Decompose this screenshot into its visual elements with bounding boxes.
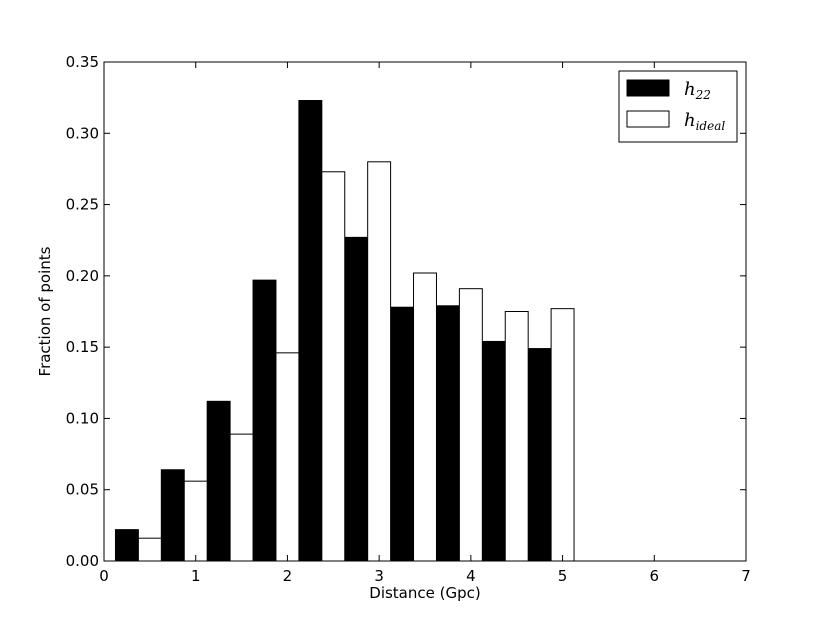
- bar-hideal-7: [458, 288, 483, 562]
- x-tick-label: 3: [374, 567, 384, 585]
- y-tick-label: 0.25: [66, 196, 99, 214]
- bar-hideal-1: [183, 480, 208, 562]
- bar-h22-5: [344, 236, 369, 562]
- bar-hideal-0: [137, 537, 162, 562]
- bar-h22-0: [114, 529, 139, 562]
- legend-label-h22: h22: [684, 79, 711, 102]
- ticks-layer: 0 1 2 3 4 5 6 7 0.00 0.05 0.10 0.15 0.20 0.25 0.30 0.35: [66, 53, 751, 585]
- x-tick-label: 0: [99, 567, 109, 585]
- x-tick-label: 4: [466, 567, 476, 585]
- y-axis-label: Fraction of points: [36, 246, 54, 376]
- bar-hideal-8: [504, 311, 529, 562]
- plot-frame: [103, 61, 747, 562]
- y-tick-label: 0.05: [66, 481, 99, 499]
- bar-hideal-6: [413, 272, 437, 562]
- y-tick-label: 0.15: [66, 338, 99, 356]
- y-tick-label: 0.35: [66, 53, 99, 71]
- bar-h22-8: [481, 340, 506, 562]
- x-tick-label: 1: [191, 567, 201, 585]
- bar-hideal-4: [321, 171, 346, 562]
- x-tick-label: 2: [283, 567, 293, 585]
- bar-h22-7: [435, 305, 460, 562]
- bar-h22-3: [252, 279, 277, 562]
- bar-hideal-9: [550, 308, 575, 562]
- legend-label-hideal: hideal: [684, 110, 725, 133]
- y-tick-label: 0.20: [66, 267, 99, 285]
- bar-h22-6: [390, 306, 415, 562]
- bar-hideal-5: [367, 161, 392, 562]
- bar-h22-9: [527, 348, 552, 562]
- bar-h22-1: [160, 469, 185, 562]
- y-tick-label: 0.10: [66, 409, 99, 427]
- bar-h22-2: [206, 400, 231, 562]
- x-tick-label: 7: [741, 567, 751, 585]
- bar-h22-4: [298, 99, 323, 562]
- x-axis-label: Distance (Gpc): [369, 584, 480, 602]
- y-tick-label: 0.00: [66, 552, 99, 570]
- bar-hideal-3: [275, 352, 300, 562]
- x-tick-label: 5: [558, 567, 568, 585]
- x-tick-label: 6: [650, 567, 660, 585]
- y-tick-label: 0.30: [66, 124, 99, 142]
- legend: h22 hideal: [618, 70, 738, 143]
- legend-swatch-h22: [626, 79, 670, 97]
- bar-hideal-2: [229, 433, 254, 562]
- bars-layer: [114, 99, 575, 562]
- legend-swatch-hideal: [626, 110, 670, 128]
